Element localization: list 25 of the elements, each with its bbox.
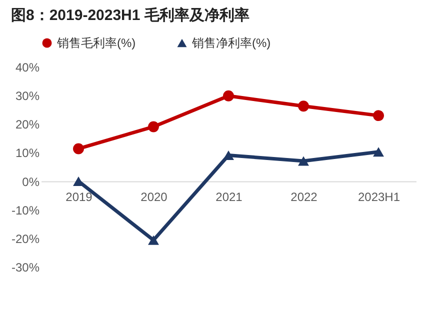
point bbox=[298, 156, 309, 166]
x-tick-label: 2023H1 bbox=[358, 190, 400, 204]
x-tick-label: 2021 bbox=[216, 190, 243, 204]
y-tick-label: 20% bbox=[15, 118, 40, 132]
x-tick-label: 2019 bbox=[66, 190, 93, 204]
chart-title: 图8：2019-2023H1 毛利率及净利率 bbox=[10, 6, 250, 24]
x-tick-label: 2020 bbox=[140, 190, 168, 204]
y-tick-label: 10% bbox=[15, 146, 40, 160]
y-tick-label: -30% bbox=[11, 260, 40, 274]
point bbox=[223, 90, 234, 102]
x-tick-label: 2022 bbox=[290, 190, 318, 204]
y-tick-label: -10% bbox=[11, 203, 40, 218]
point bbox=[373, 110, 384, 122]
point bbox=[148, 121, 159, 132]
y-tick-label: 40% bbox=[15, 60, 40, 74]
y-tick-label: 30% bbox=[15, 89, 40, 104]
point bbox=[223, 150, 234, 160]
point bbox=[373, 147, 384, 157]
legend-label: 销售净利率(%) bbox=[191, 36, 271, 50]
legend-label: 销售毛利率(%) bbox=[56, 36, 136, 50]
point bbox=[148, 235, 159, 245]
y-tick-label: 0% bbox=[22, 174, 40, 189]
point bbox=[298, 100, 309, 112]
y-tick-label: -20% bbox=[11, 232, 40, 246]
point bbox=[73, 143, 84, 154]
